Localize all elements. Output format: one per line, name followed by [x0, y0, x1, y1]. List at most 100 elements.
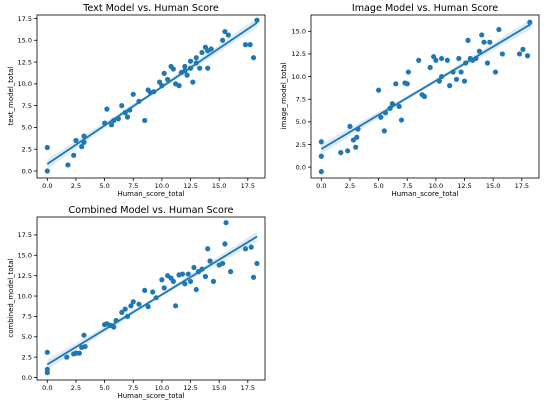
data-point	[142, 117, 148, 124]
data-point	[473, 55, 479, 62]
x-tick-label: 15.0	[212, 384, 226, 392]
data-point	[170, 278, 176, 284]
data-point	[208, 46, 214, 52]
data-point	[487, 39, 493, 45]
data-point	[527, 19, 533, 25]
y-tick-label: 2.5	[22, 353, 32, 361]
y-tick-label: 15.0	[18, 37, 32, 45]
data-point	[130, 299, 136, 305]
y-tick-label: 12.5	[292, 50, 306, 58]
x-tick-label: 2.5	[345, 182, 355, 190]
data-point	[228, 269, 234, 275]
data-point	[205, 65, 211, 71]
y-tick-label: 12.5	[18, 272, 32, 280]
marks-group	[318, 19, 533, 175]
data-point	[193, 55, 199, 61]
data-point	[44, 168, 50, 174]
data-point	[190, 79, 196, 85]
panel-text-model: Text Model vs. Human Score 0.0 2.5 5.0 7.5 1…	[7, 3, 266, 198]
y-tick-label: 10.0	[18, 292, 32, 300]
data-point	[436, 78, 442, 84]
plot-area	[36, 216, 266, 381]
data-point	[113, 317, 119, 324]
x-tick-label: 12.5	[183, 384, 197, 392]
data-point	[44, 349, 50, 355]
data-point	[179, 271, 186, 277]
data-point	[439, 73, 445, 80]
data-point	[44, 366, 50, 373]
data-point	[496, 26, 502, 33]
y-tick-label: 0.0	[296, 163, 306, 171]
data-point	[405, 69, 411, 75]
chart-title: Text Model vs. Human Score	[82, 3, 219, 14]
data-point	[484, 60, 491, 66]
data-point	[187, 65, 194, 71]
data-point	[161, 70, 167, 77]
data-point	[389, 101, 395, 107]
data-point	[481, 39, 487, 45]
x-axis-label: Human_score_total	[117, 392, 184, 400]
data-point	[355, 126, 361, 132]
y-tick-label: 7.5	[296, 96, 306, 104]
y-tick-label: 7.5	[22, 102, 32, 110]
x-tick-label: 7.5	[128, 182, 138, 190]
data-point	[199, 266, 205, 272]
x-tick-label: 0.0	[42, 384, 52, 392]
data-point	[205, 246, 211, 252]
data-point	[165, 76, 171, 83]
data-point	[111, 324, 117, 330]
data-point	[250, 274, 257, 280]
y-axis-label: combined_model_total	[7, 258, 15, 337]
data-point	[248, 244, 254, 250]
data-point	[104, 106, 110, 112]
data-point	[433, 57, 439, 63]
x-tick-label: 5.0	[99, 182, 109, 190]
y-axis-label: text_model_total	[7, 67, 15, 126]
data-point	[404, 81, 410, 87]
plot-area	[310, 14, 540, 179]
y-tick-label: 2.5	[22, 146, 32, 154]
regression-line	[46, 235, 258, 366]
x-tick-label: 2.5	[71, 384, 81, 392]
x-tick-label: 17.5	[515, 182, 529, 190]
data-point	[338, 150, 344, 156]
data-point	[182, 68, 188, 74]
data-point	[461, 78, 468, 84]
data-point	[150, 289, 156, 295]
data-point	[492, 69, 499, 75]
data-point	[122, 110, 128, 116]
data-point	[64, 354, 70, 360]
x-tick-label: 7.5	[128, 384, 138, 392]
data-point	[176, 83, 182, 89]
data-point	[111, 117, 117, 124]
data-point	[222, 28, 228, 35]
data-point	[185, 271, 191, 277]
data-point	[222, 241, 228, 247]
y-tick-label: 10.0	[18, 80, 32, 88]
data-point	[73, 137, 79, 144]
data-point	[136, 98, 142, 104]
y-tick-label: 17.5	[18, 15, 32, 23]
data-point	[378, 114, 384, 120]
y-axis-label: image_model_total	[280, 63, 288, 130]
data-point	[101, 120, 108, 126]
data-point	[207, 258, 213, 264]
data-point	[187, 278, 194, 284]
x-axis-label: Human_score_total	[117, 190, 184, 198]
data-point	[465, 37, 471, 43]
data-point	[223, 220, 229, 226]
y-tick-label: 2.5	[296, 141, 306, 149]
data-point	[220, 37, 226, 43]
data-point	[202, 273, 209, 280]
y-tick-label: 5.0	[22, 124, 32, 132]
data-point	[115, 116, 121, 122]
data-point	[130, 91, 136, 97]
regression-line	[320, 23, 532, 150]
data-point	[456, 55, 462, 62]
data-point	[122, 306, 128, 312]
data-point	[479, 32, 485, 38]
chart-title: Combined Model vs. Human Score	[69, 205, 234, 216]
y-tick-label: 12.5	[18, 58, 32, 66]
data-point	[254, 17, 260, 23]
